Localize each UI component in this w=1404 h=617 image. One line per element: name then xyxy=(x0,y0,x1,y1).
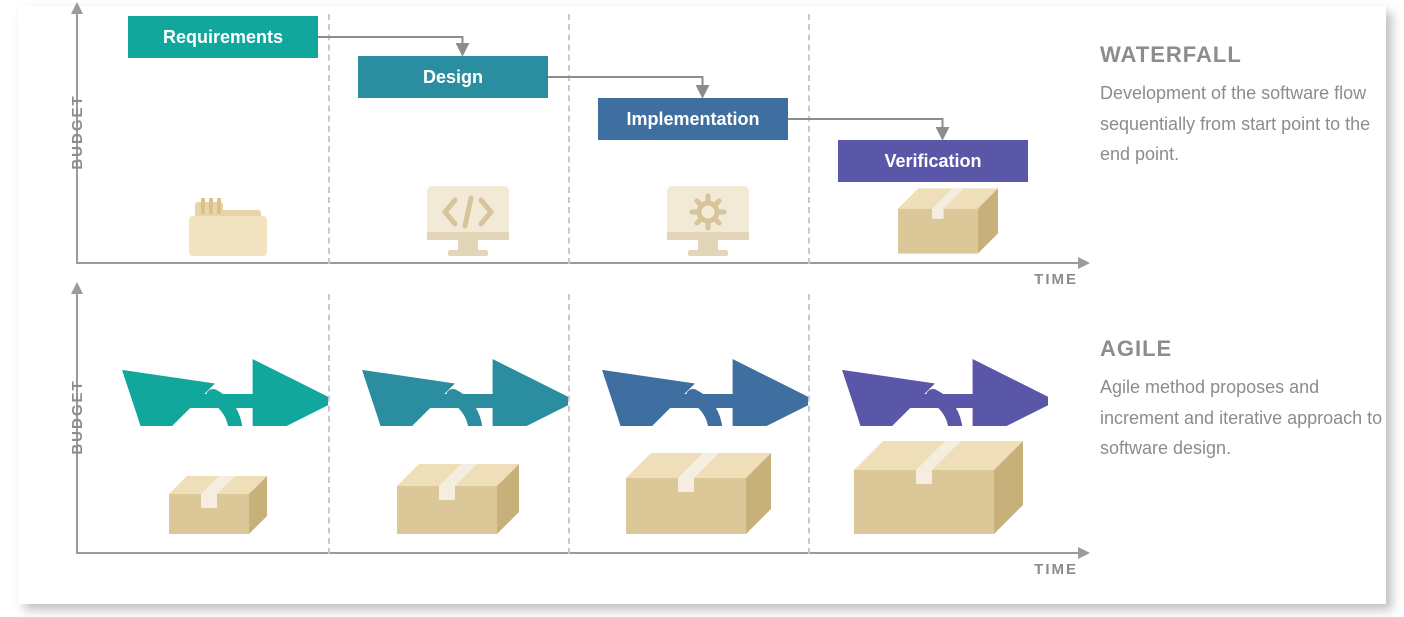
box-icon xyxy=(626,453,771,539)
code-monitor-icon xyxy=(418,181,518,261)
divider xyxy=(808,294,810,554)
agile-text: Agile method proposes and increment and … xyxy=(1100,372,1390,464)
waterfall-text: Development of the software flow sequent… xyxy=(1100,78,1390,170)
waterfall-description: WATERFALL Development of the software fl… xyxy=(1100,42,1390,170)
sprint-loop xyxy=(118,306,318,426)
agile-title: AGILE xyxy=(1100,336,1390,362)
agile-x-label: TIME xyxy=(1034,561,1078,578)
waterfall-title: WATERFALL xyxy=(1100,42,1390,68)
box-icon xyxy=(854,441,1023,539)
folder-icon xyxy=(178,186,278,266)
waterfall-chart: BUDGET TIME Requirements Design Implemen… xyxy=(68,6,1068,286)
sprint-loop xyxy=(598,306,798,426)
agile-y-label: BUDGET xyxy=(69,379,86,454)
divider xyxy=(328,294,330,554)
gear-monitor-icon xyxy=(658,181,758,261)
box-icon-large xyxy=(898,181,998,261)
divider xyxy=(568,294,570,554)
sprint-loop xyxy=(358,306,558,426)
box-icon xyxy=(169,476,267,539)
agile-x-axis xyxy=(76,552,1078,554)
diagram-container: BUDGET TIME Requirements Design Implemen… xyxy=(18,6,1386,604)
agile-description: AGILE Agile method proposes and incremen… xyxy=(1100,336,1390,464)
box-icon xyxy=(397,464,519,539)
sprint-loop xyxy=(838,306,1038,426)
agile-chart: BUDGET TIME xyxy=(68,286,1068,576)
